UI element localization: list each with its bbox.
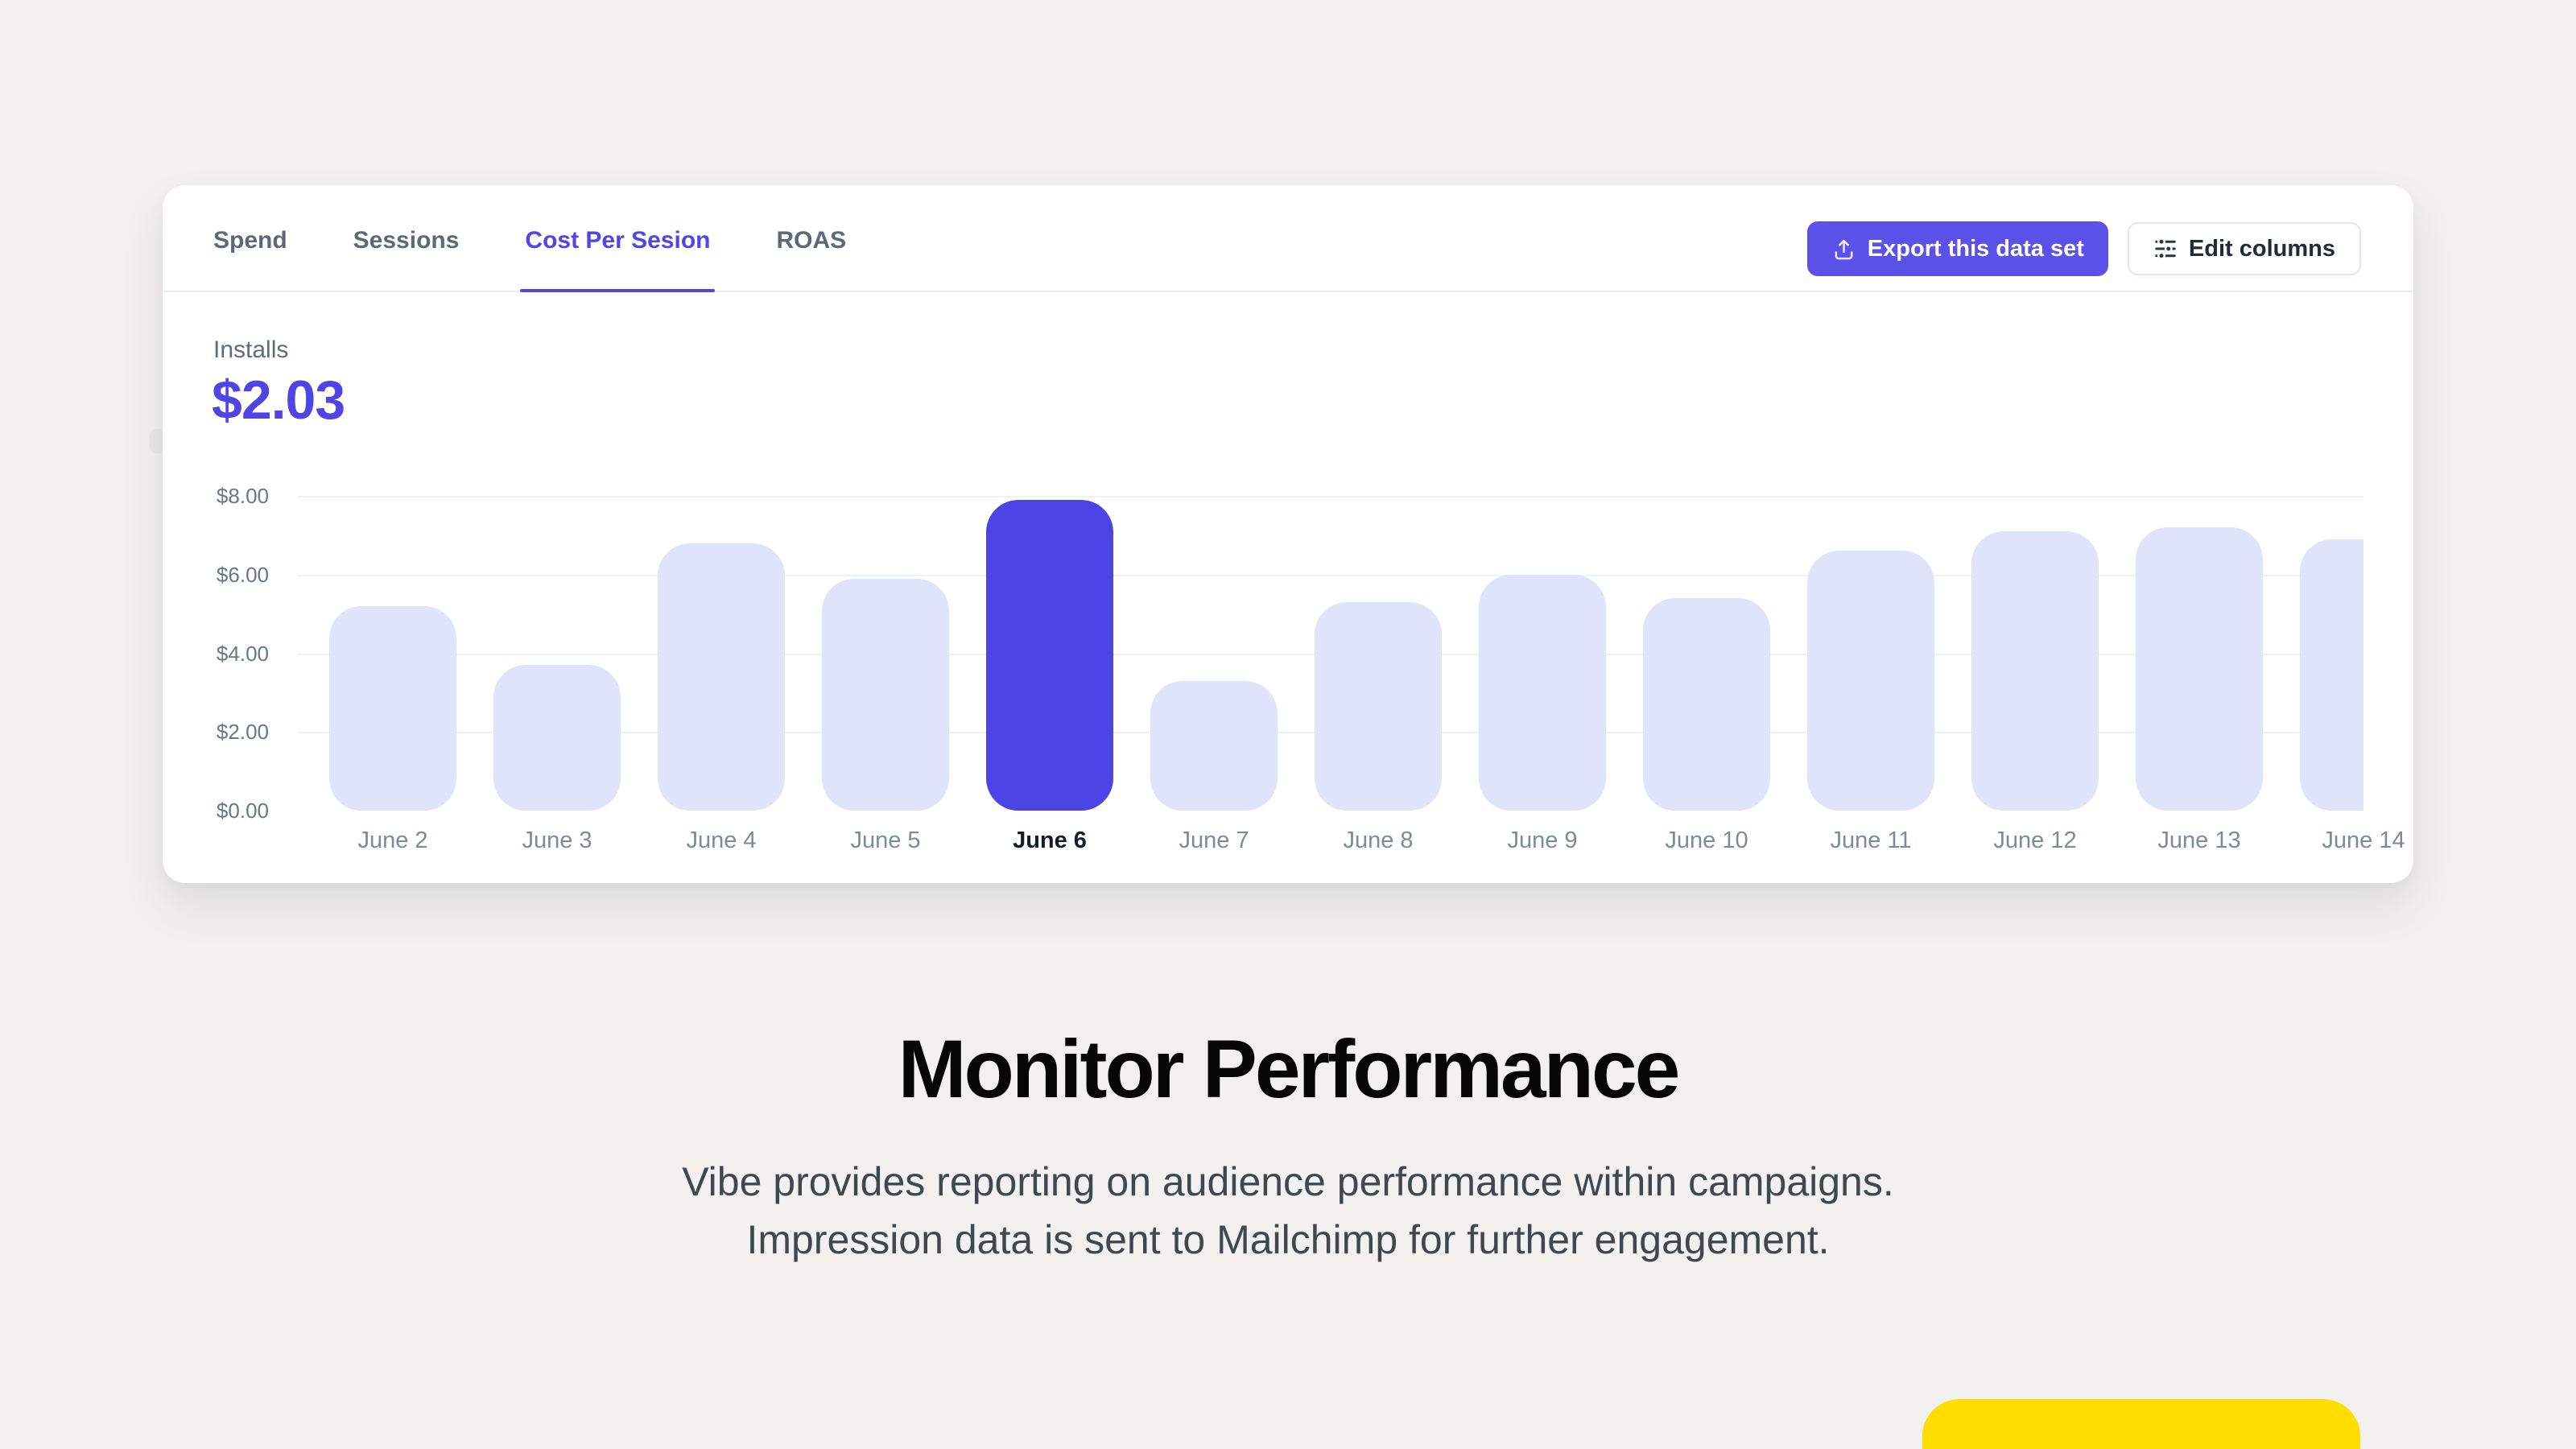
bar-june-7[interactable] [1150,680,1278,811]
toolbar-actions: Export this data set Edit columns [1806,221,2361,276]
x-axis-tick-label: June 3 [522,828,592,853]
bar-june-9[interactable] [1479,574,1606,811]
section-subtitle-line2: Impression data is sent to Mailchimp for… [746,1217,1830,1262]
bar-june-6[interactable] [986,499,1113,811]
yellow-decor-shape [1922,1399,2360,1449]
y-axis-tick-label: $4.00 [216,641,269,666]
x-axis-tick-label: June 13 [2157,828,2241,853]
upload-icon [1835,239,1853,259]
tab-spend[interactable]: Spend [213,226,287,254]
x-axis-tick-label: June 5 [850,828,921,853]
sliders-icon [2155,237,2176,260]
metric-value: $2.03 [212,369,345,431]
y-axis-tick-label: $0.00 [216,799,269,823]
bar-june-10[interactable] [1643,598,1770,811]
x-axis-tick-label: June 8 [1343,828,1414,853]
bar-june-8[interactable] [1315,601,1442,811]
section-subtitle-line1: Vibe provides reporting on audience perf… [682,1159,1894,1204]
tab-label: Cost Per Sesion [525,226,711,254]
bar-june-11[interactable] [1807,551,1934,811]
x-axis-tick-label: June 6 [1013,828,1087,853]
bar-chart-plot [298,496,2363,811]
metric-label: Installs [213,336,289,363]
y-axis-tick-label: $8.00 [216,484,269,508]
bar-june-14[interactable] [2300,539,2363,811]
x-axis-tick-label: June 7 [1179,828,1249,853]
x-axis-tick-label: June 14 [2322,828,2405,853]
bar-june-3[interactable] [493,665,621,811]
section-subtitle: Vibe provides reporting on audience perf… [0,1153,2576,1269]
bar-june-12[interactable] [1971,530,2099,811]
bar-june-5[interactable] [822,578,949,811]
edit-columns-button[interactable]: Edit columns [2127,222,2361,275]
bar-june-13[interactable] [2136,527,2263,811]
tab-roas[interactable]: ROAS [776,226,847,254]
tab-cost-per-sesion[interactable]: Cost Per Sesion [520,185,716,292]
tab-bar: Spend Sessions Cost Per Sesion ROAS Expo… [163,185,2413,292]
y-axis-tick-label: $2.00 [216,720,269,745]
edit-columns-label: Edit columns [2188,235,2335,262]
bar-june-4[interactable] [658,543,785,811]
report-card: Spend Sessions Cost Per Sesion ROAS Expo… [163,185,2413,883]
x-axis-tick-label: June 2 [357,828,428,853]
tabs: Spend Sessions Cost Per Sesion ROAS [213,185,847,292]
tab-sessions[interactable]: Sessions [353,226,460,254]
active-tab-underline [520,289,716,292]
y-axis-tick-label: $6.00 [216,562,269,587]
export-data-button[interactable]: Export this data set [1806,221,2108,276]
x-axis-tick-label: June 9 [1507,828,1578,853]
section-title: Monitor Performance [898,1023,1681,1115]
x-axis-tick-label: June 10 [1665,828,1748,853]
bar-june-2[interactable] [329,605,456,811]
export-button-label: Export this data set [1867,235,2084,262]
x-axis-tick-label: June 11 [1830,828,1912,853]
x-axis-tick-label: June 12 [1993,828,2077,853]
gridline [298,496,2363,497]
gridline [298,574,2363,576]
x-axis-tick-label: June 4 [686,828,757,853]
